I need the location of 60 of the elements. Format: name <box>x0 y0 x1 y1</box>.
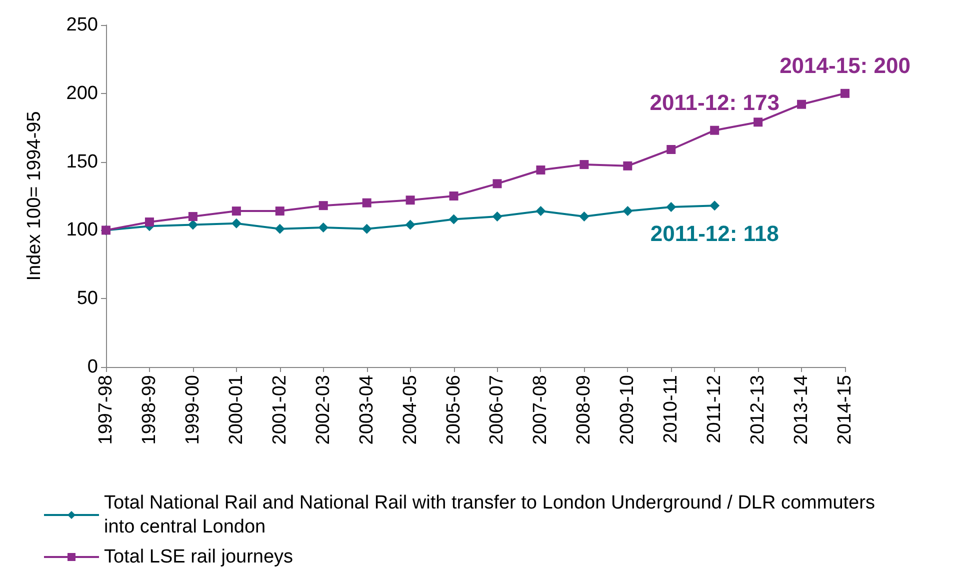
x-tick-label: 2010-11 <box>660 375 682 444</box>
x-tick-label: 2008-09 <box>574 375 595 445</box>
point <box>362 198 372 208</box>
point <box>580 160 589 170</box>
point <box>797 100 806 109</box>
x-tick-label: 2013-14 <box>791 374 812 445</box>
x-tick-label: 2000-01 <box>226 375 247 445</box>
point <box>754 118 763 127</box>
x-tick-label: 2009-10 <box>617 375 638 445</box>
point <box>579 212 590 222</box>
x-tick-label: 1998-99 <box>138 375 160 445</box>
point <box>840 88 850 98</box>
point <box>448 214 459 224</box>
point <box>188 220 198 230</box>
point <box>275 206 284 216</box>
y-tick-label: 0 <box>87 356 98 378</box>
point <box>231 218 242 228</box>
point <box>710 200 720 211</box>
point <box>536 166 546 175</box>
x-tick-label: 2011-12 <box>704 375 726 444</box>
point <box>666 202 676 212</box>
point <box>405 220 416 230</box>
point <box>144 217 154 226</box>
x-tick-label: 2014-15 <box>834 375 856 445</box>
legend-label: Total LSE rail journeys <box>104 546 294 568</box>
point <box>492 179 502 188</box>
point <box>492 212 502 222</box>
point <box>362 224 372 234</box>
point <box>622 206 633 216</box>
point <box>274 224 285 234</box>
x-tick-label: 2001-02 <box>269 375 290 445</box>
point <box>666 144 676 154</box>
x-tick-label: 2004-05 <box>400 375 421 445</box>
x-tick-label: 1999-00 <box>182 375 204 445</box>
point <box>449 192 458 200</box>
point <box>318 222 328 232</box>
point <box>536 206 546 216</box>
x-tick-label: 2012-13 <box>748 375 769 445</box>
point <box>232 206 241 216</box>
x-tick-label: 2003-04 <box>356 374 378 445</box>
y-tick-label: 200 <box>66 82 98 104</box>
annotation: 2014-15: 200 <box>780 52 910 78</box>
y-tick-label: 250 <box>66 14 98 36</box>
legend-label: Total National Rail and National Rail with transfer to London Underground / DLR commuters into central London <box>104 492 880 538</box>
x-tick-label: 1997-98 <box>96 375 116 445</box>
point <box>188 212 198 222</box>
y-tick-label: 100 <box>66 220 98 241</box>
x-tick-label: 2005-06 <box>443 375 464 445</box>
point <box>623 161 632 170</box>
x-tick-label: 2006-07 <box>486 375 508 445</box>
y-tick-label: 50 <box>76 288 98 310</box>
annotation: 2011-12: 173 <box>650 90 780 115</box>
annotation: 2011-12: 118 <box>650 221 779 246</box>
point <box>406 196 415 205</box>
x-tick-label: 2007-08 <box>530 375 552 445</box>
x-tick-label: 2002-03 <box>312 375 334 445</box>
y-tick-label: 150 <box>66 151 98 172</box>
point <box>710 126 720 135</box>
y-axis-title: Index 100= 1994-95 <box>24 111 45 281</box>
point <box>318 201 328 210</box>
